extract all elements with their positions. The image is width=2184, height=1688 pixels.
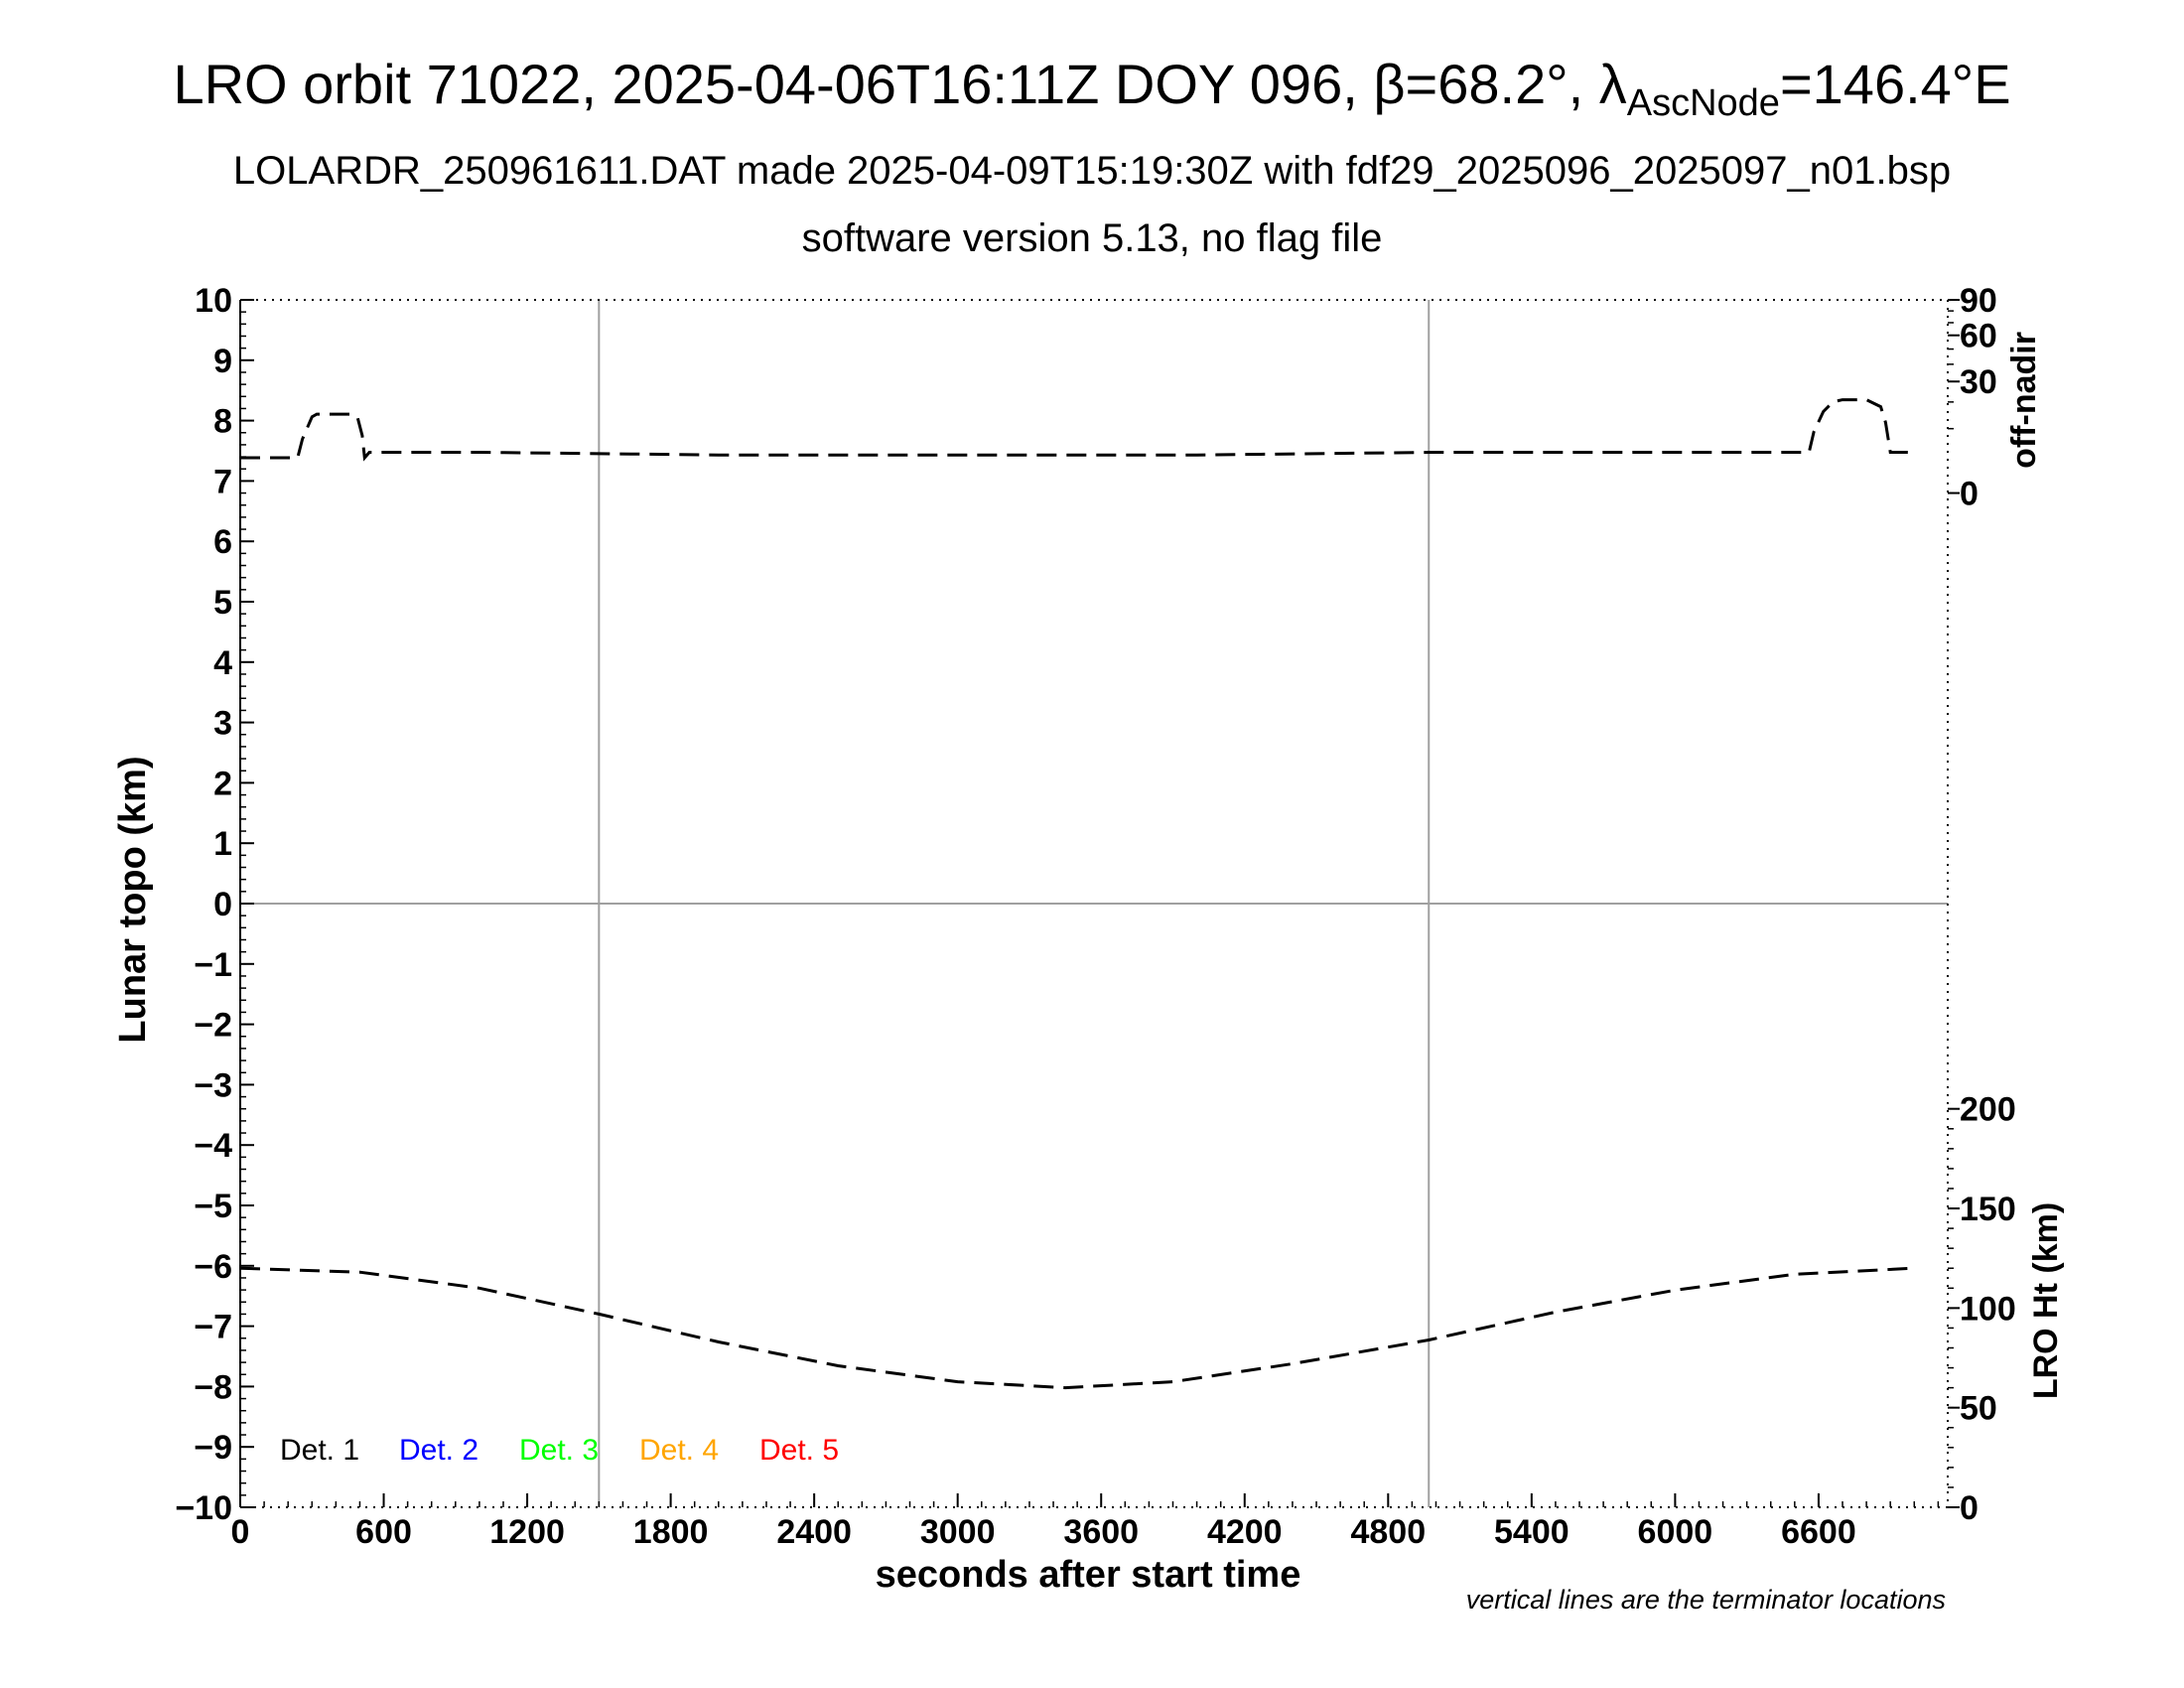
- y-tick-label: 10: [195, 282, 232, 320]
- y-tick-label: −9: [194, 1429, 232, 1467]
- y-tick-label: 3: [213, 705, 232, 743]
- chart-subtitle-file: LOLARDR_250961611.DAT made 2025-04-09T15…: [232, 149, 1952, 193]
- legend: Det. 1 Det. 2 Det. 3 Det. 4 Det. 5: [280, 1434, 839, 1467]
- legend-item-det-3: Det. 3: [519, 1434, 599, 1467]
- y-tick-label: 2: [213, 765, 232, 802]
- chart-title: LRO orbit 71022, 2025-04-06T16:11Z DOY 0…: [0, 52, 2184, 125]
- chart-title-text: LRO orbit 71022, 2025-04-06T16:11Z DOY 0…: [173, 53, 1627, 115]
- footnote: vertical lines are the terminator locati…: [1466, 1585, 1946, 1615]
- y-tick-label: −7: [194, 1309, 232, 1346]
- y-tick-label: −3: [194, 1066, 232, 1104]
- off-nadir-axis-label: off-nadir: [2005, 332, 2043, 469]
- x-axis-label: seconds after start time: [876, 1554, 1301, 1596]
- y-tick-label: 0: [213, 886, 232, 923]
- lro-height-series: [239, 1266, 1915, 1390]
- y-tick-label: 6: [213, 523, 232, 561]
- height-tick-label: 100: [1960, 1290, 2016, 1328]
- y-tick-label: −4: [194, 1127, 232, 1165]
- y-tick-label: −1: [194, 946, 232, 984]
- y-tick-label: 5: [213, 584, 232, 622]
- legend-item-det-4: Det. 4: [639, 1434, 719, 1467]
- x-tick-label: 6600: [1781, 1513, 1856, 1551]
- off-nadir-tick-label: 30: [1960, 363, 1997, 401]
- chart-subtitle-version: software version 5.13, no flag file: [801, 216, 1383, 260]
- plot-frame: [239, 299, 1949, 1508]
- y-tick-label: −6: [194, 1248, 232, 1286]
- legend-item-det-1: Det. 1: [280, 1434, 359, 1467]
- y-axis-label: Lunar topo (km): [112, 756, 154, 1043]
- chart-title-subscript: AscNode: [1626, 82, 1780, 124]
- legend-item-det-2: Det. 2: [399, 1434, 478, 1467]
- x-tick-label: 4800: [1350, 1513, 1426, 1551]
- x-tick-label: 1200: [489, 1513, 565, 1551]
- chart-title-suffix: =146.4°E: [1779, 53, 2011, 115]
- x-tick-label: 600: [355, 1513, 412, 1551]
- height-tick-label: 50: [1960, 1390, 1997, 1428]
- y-tick-label: 7: [213, 463, 232, 500]
- y-tick-label: 8: [213, 403, 232, 441]
- y-tick-label: −10: [175, 1489, 232, 1527]
- data-series: [239, 398, 1915, 1390]
- y-tick-label: −2: [194, 1007, 232, 1045]
- x-tick-label: 4200: [1207, 1513, 1283, 1551]
- x-tick-label: 3000: [920, 1513, 996, 1551]
- x-tick-label: 1800: [633, 1513, 709, 1551]
- height-tick-label: 0: [1960, 1489, 1979, 1527]
- off-nadir-series: [240, 398, 1915, 462]
- legend-item-det-5: Det. 5: [759, 1434, 839, 1467]
- terminator-gridlines: [240, 300, 1948, 1507]
- y-tick-label: −5: [194, 1188, 232, 1225]
- lro-height-axis-label: LRO Ht (km): [2027, 1202, 2065, 1399]
- y-tick-label: −8: [194, 1368, 232, 1406]
- off-nadir-tick-label: 90: [1960, 282, 1997, 320]
- x-tick-label: 3600: [1063, 1513, 1139, 1551]
- height-tick-label: 150: [1960, 1191, 2016, 1228]
- height-tick-label: 200: [1960, 1091, 2016, 1129]
- x-tick-label: 6000: [1638, 1513, 1713, 1551]
- y-tick-label: 4: [213, 644, 232, 682]
- x-tick-label: 2400: [776, 1513, 852, 1551]
- off-nadir-tick-label: 60: [1960, 318, 1997, 355]
- x-tick-label: 5400: [1494, 1513, 1570, 1551]
- off-nadir-tick-label: 0: [1960, 476, 1979, 513]
- x-tick-label: 0: [231, 1513, 250, 1551]
- y-tick-label: 1: [213, 825, 232, 863]
- y-tick-label: 9: [213, 343, 232, 380]
